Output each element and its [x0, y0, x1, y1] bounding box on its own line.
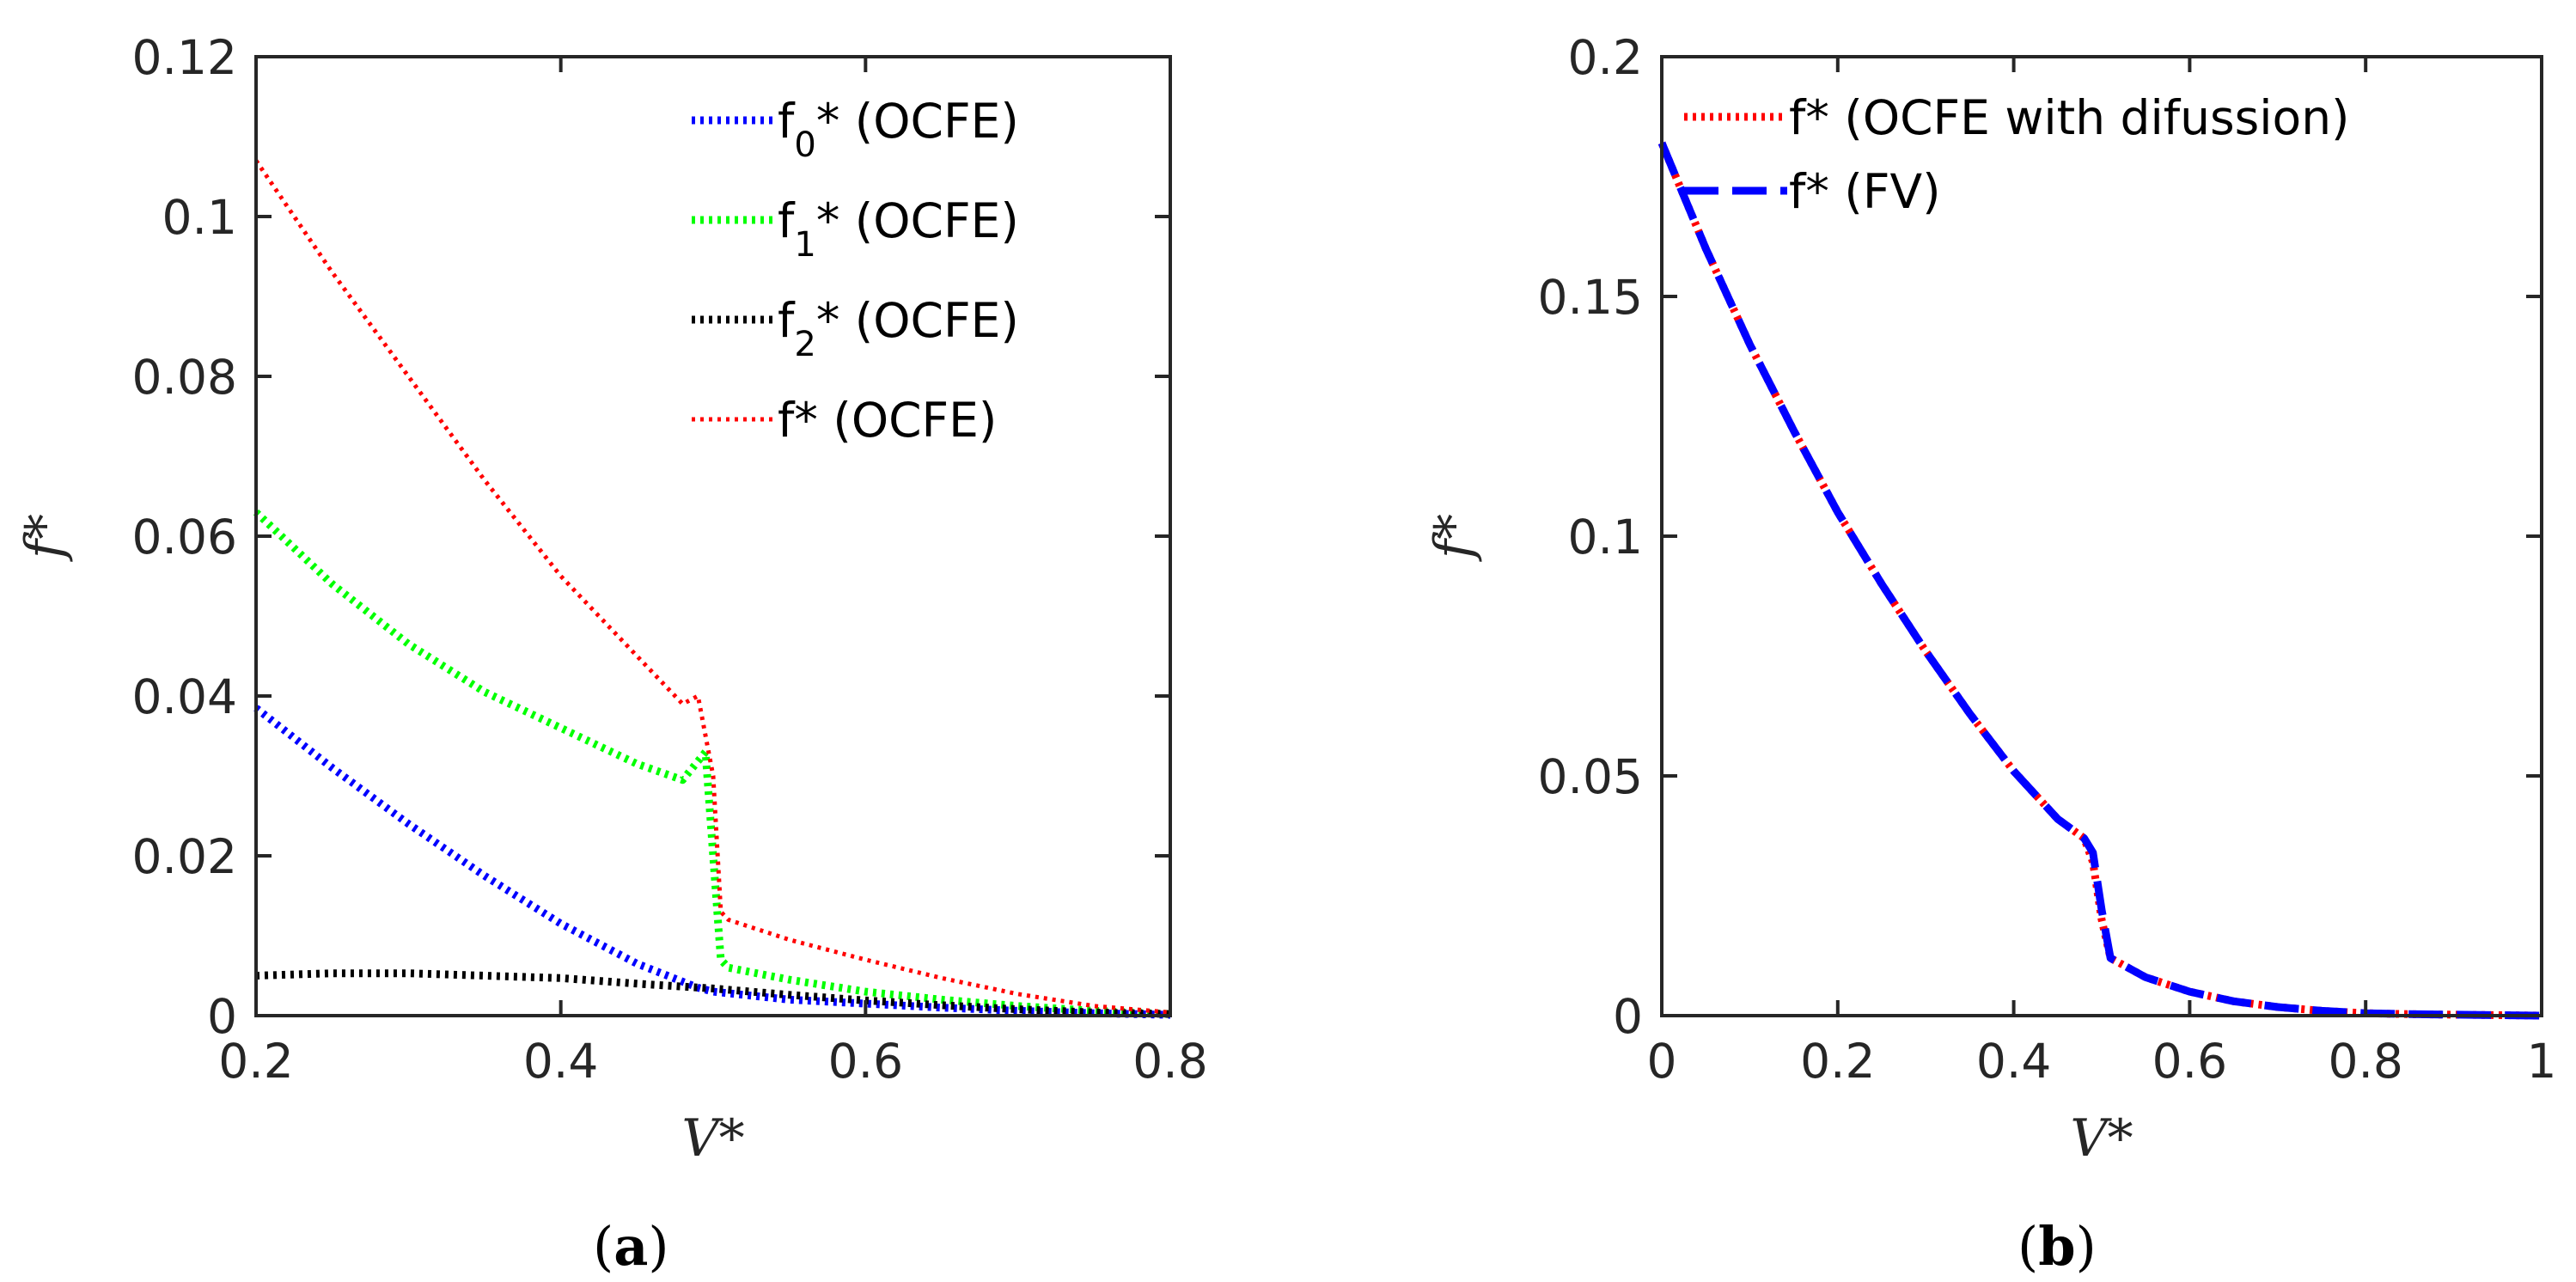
series-line-3: [253, 159, 1171, 1015]
series-line-1: [253, 509, 1171, 1018]
panel-b-legend: f* (OCFE with difussion) f* (FV): [1684, 90, 2350, 219]
x-tick-label: 0.8: [1132, 1034, 1207, 1089]
y-tick-label: 0.04: [132, 669, 237, 724]
x-tick-label: 0: [1647, 1034, 1677, 1089]
y-tick-label: 0.12: [132, 30, 237, 85]
y-tick-label: 0.15: [1538, 270, 1643, 325]
panel-a: 0.2 0.4 0.6 0.8 0 0.02 0.04 0.06 0.08 0.1 0.12 f0*…: [15, 30, 1208, 1278]
panel-b-axes-box: [1660, 55, 2543, 1017]
y-tick-label: 0.1: [162, 190, 237, 245]
panel-a-plot-lines: [253, 159, 1171, 1019]
y-tick-label: 0: [1613, 989, 1643, 1044]
panel-b-plot-lines: [1657, 141, 2542, 1020]
series-line-1: [1657, 141, 2542, 1020]
legend-entry: f2* (OCFE): [778, 293, 1019, 364]
panel-a-caption: (a): [593, 1215, 669, 1278]
panel-b-ylabel: f*: [1424, 514, 1484, 562]
panel-b-caption: (b): [2017, 1215, 2097, 1278]
x-tick-label: 1: [2527, 1034, 2557, 1089]
panel-a-axes-box: [254, 55, 1172, 1017]
x-tick-label: 0.6: [828, 1034, 903, 1089]
y-tick-label: 0.05: [1538, 749, 1643, 804]
y-tick-label: 0: [207, 989, 237, 1044]
panel-b-xlabel: V*: [2070, 1108, 2133, 1169]
y-tick-label: 0.2: [1568, 30, 1643, 85]
x-tick-label: 0.4: [523, 1034, 598, 1089]
legend-entry: f* (OCFE): [778, 393, 997, 448]
panel-a-ticks: 0.2 0.4 0.6 0.8 0 0.02 0.04 0.06 0.08 0.1 0.12: [132, 30, 1208, 1089]
panel-a-legend: f0* (OCFE) f1* (OCFE) f2* (OCFE) f* (OCFE): [692, 94, 1019, 448]
legend-entry: f* (OCFE with difussion): [1789, 90, 2350, 145]
x-tick-label: 0.4: [1976, 1034, 2051, 1089]
y-tick-label: 0.02: [132, 829, 237, 884]
legend-entry: f0* (OCFE): [778, 94, 1019, 165]
y-tick-label: 0.1: [1568, 510, 1643, 565]
y-tick-label: 0.06: [132, 510, 237, 565]
legend-entry: f1* (OCFE): [778, 193, 1019, 265]
panel-a-caption-letter: a: [613, 1215, 648, 1278]
y-tick-label: 0.08: [132, 350, 237, 405]
panel-b-ticks: 0 0.2 0.4 0.6 0.8 1 0 0.05 0.1 0.15 0.2: [1538, 30, 2557, 1089]
panel-b-caption-letter: b: [2038, 1215, 2075, 1278]
x-tick-label: 0.2: [218, 1034, 293, 1089]
x-tick-label: 0.8: [2328, 1034, 2402, 1089]
x-tick-label: 0.2: [1800, 1034, 1875, 1089]
panel-a-ylabel: f*: [15, 514, 75, 562]
x-tick-label: 0.6: [2152, 1034, 2227, 1089]
series-line-2: [255, 969, 1171, 1018]
panel-a-xlabel: V*: [681, 1108, 744, 1169]
legend-entry: f* (FV): [1789, 164, 1941, 219]
panel-b: 0 0.2 0.4 0.6 0.8 1 0 0.05 0.1 0.15 0.2 f* (OCFE w…: [1424, 30, 2557, 1278]
